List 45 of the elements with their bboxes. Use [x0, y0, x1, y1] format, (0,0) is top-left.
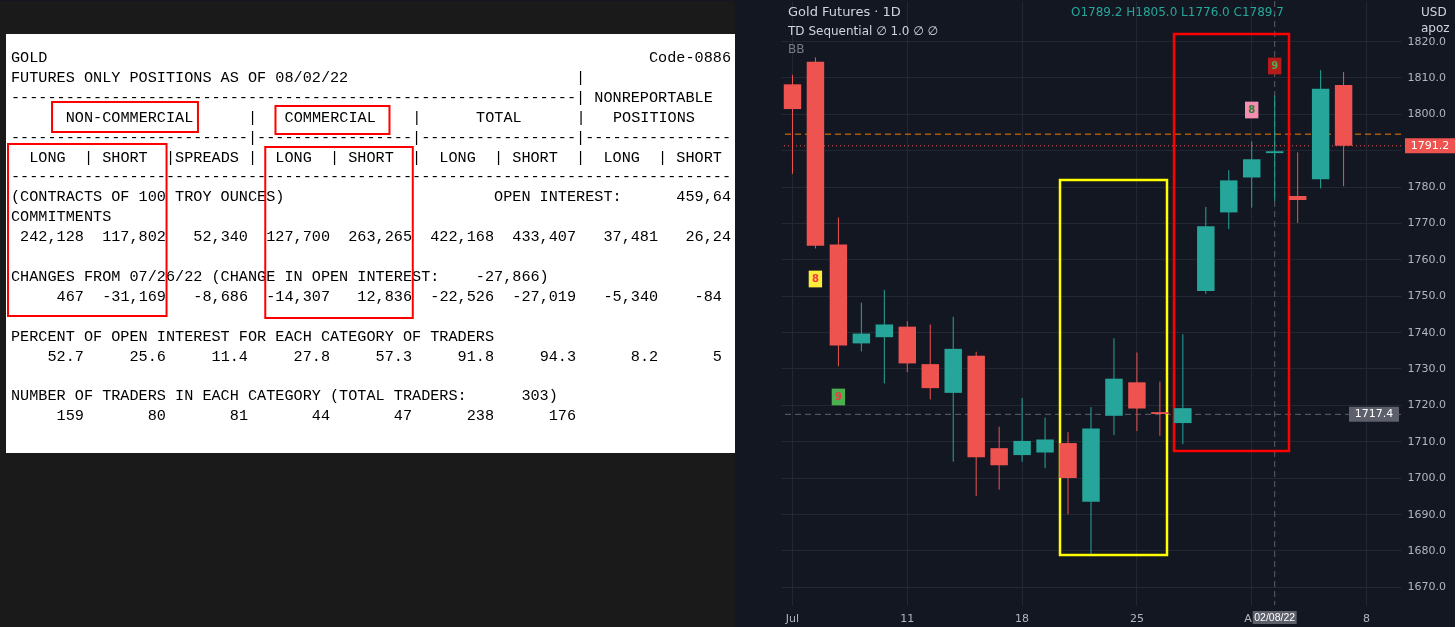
annotation: BB	[788, 42, 805, 56]
x-tick-label: 25	[1129, 611, 1144, 625]
annotation: 9	[1271, 60, 1279, 71]
x-tick-label: 02/08/22	[1254, 610, 1296, 623]
candlestick	[990, 426, 1008, 491]
y-tick-label: 1800.0	[1407, 107, 1446, 121]
annotation: 8	[811, 273, 819, 284]
y-tick-label: 1760.0	[1407, 252, 1446, 266]
candlestick	[1265, 95, 1284, 202]
y-tick-label: 1770.0	[1407, 216, 1446, 230]
y-tick-label: 1700.0	[1407, 471, 1446, 485]
candlestick	[875, 289, 894, 384]
candlestick	[1036, 417, 1054, 469]
candlestick	[1151, 381, 1169, 437]
annotation: TD Sequential ∅ 1.0 ∅ ∅	[787, 24, 939, 38]
chart-title: Gold Futures · 1D	[788, 4, 901, 19]
y-tick-label: 1670.0	[1407, 580, 1446, 594]
ref-line-label: 1791.2	[1410, 138, 1450, 152]
ref-line-label: 1717.4	[1354, 407, 1394, 421]
candlestick	[1013, 397, 1031, 463]
x-tick-label: 8	[1363, 611, 1371, 625]
text: PERCENT OF OPEN INTEREST FOR EACH CATEGORY OF TRADERS 52.7 25.6 11.4 27.8 57.3 91.8 94.3 8.2 5	[11, 327, 722, 366]
text: apoz	[1421, 21, 1450, 35]
y-tick-label: 1750.0	[1407, 289, 1446, 303]
text: USD	[1421, 5, 1447, 19]
y-tick-label: 1680.0	[1407, 543, 1446, 557]
x-tick-label: Jul	[784, 611, 800, 625]
x-tick-label: A	[1244, 611, 1253, 625]
candlestick	[1174, 333, 1192, 445]
annotation: O1789.2 H1805.0 L1776.0 C1789.7	[1071, 5, 1284, 19]
x-tick-label: 11	[900, 611, 915, 625]
y-tick-label: 1820.0	[1407, 34, 1446, 48]
x-tick-label: 18	[1015, 611, 1030, 625]
annotation: 8	[1248, 104, 1256, 115]
y-tick-label: 1710.0	[1407, 434, 1446, 448]
y-tick-label: 1690.0	[1407, 507, 1446, 521]
annotation: 9	[834, 391, 842, 402]
candlestick	[1288, 151, 1307, 224]
y-tick-label: 1720.0	[1407, 398, 1446, 412]
y-tick-label: 1740.0	[1407, 325, 1446, 339]
y-tick-label: 1810.0	[1407, 70, 1446, 84]
y-tick-label: 1730.0	[1407, 361, 1446, 375]
candlestick	[1243, 140, 1261, 209]
text: NUMBER OF TRADERS IN EACH CATEGORY (TOTAL TRADERS: 303) 159 80 81 44 47 238 176	[11, 387, 577, 426]
y-tick-label: 1780.0	[1407, 180, 1446, 194]
